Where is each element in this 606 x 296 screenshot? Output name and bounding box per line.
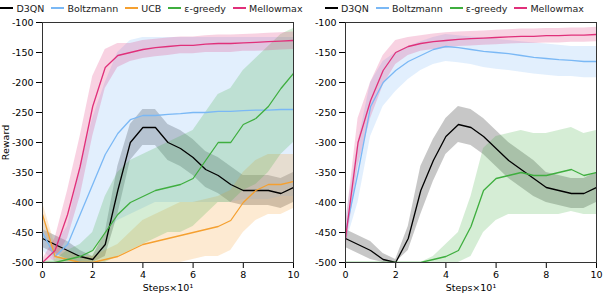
svg-text:-450: -450 [12,227,34,238]
html-text:Boltzmann: Boltzmann [67,2,119,14]
svg-text:10: 10 [590,269,602,280]
svg-text:-100: -100 [12,17,34,28]
svg-text:6: 6 [190,269,196,280]
svg-text:-300: -300 [12,137,34,148]
html-text:UCB: UCB [141,2,162,14]
svg-text:2: 2 [90,269,96,280]
svg-text:-300: -300 [315,137,337,148]
svg-text:-500: -500 [12,257,34,268]
svg-text:10: 10 [287,269,299,280]
svg-text:-500: -500 [315,257,337,268]
svg-text:-350: -350 [315,167,337,178]
svg-text:-150: -150 [315,47,337,58]
svg-text:6: 6 [493,269,499,280]
html-text:D3QN: D3QN [16,2,45,14]
html-text:Mellowmax: Mellowmax [249,2,303,14]
svg-text:-200: -200 [315,77,337,88]
svg-text:Steps×10¹: Steps×10¹ [143,282,194,293]
html-text:ε-greedy: ε-greedy [465,2,508,14]
svg-text:0: 0 [39,269,45,280]
svg-text:4: 4 [140,269,146,280]
svg-text:0: 0 [342,269,348,280]
html-text:Mellowmax: Mellowmax [530,2,584,14]
html-text:D3QN: D3QN [341,2,369,14]
svg-text:-200: -200 [12,77,34,88]
svg-text:Steps×10¹: Steps×10¹ [446,282,497,293]
svg-text:8: 8 [543,269,549,280]
svg-text:-400: -400 [315,197,337,208]
html-text:ε-greedy: ε-greedy [184,2,226,14]
svg-text:Reward: Reward [0,125,11,160]
svg-text:-250: -250 [315,107,337,118]
svg-text:-100: -100 [315,17,337,28]
svg-text:8: 8 [240,269,246,280]
svg-text:-150: -150 [12,47,34,58]
svg-text:-400: -400 [12,197,34,208]
svg-text:-250: -250 [12,107,34,118]
html-text:Boltzmann: Boltzmann [391,2,443,14]
svg-text:2: 2 [393,269,399,280]
svg-text:-350: -350 [12,167,34,178]
svg-text:-450: -450 [315,227,337,238]
svg-text:4: 4 [443,269,449,280]
